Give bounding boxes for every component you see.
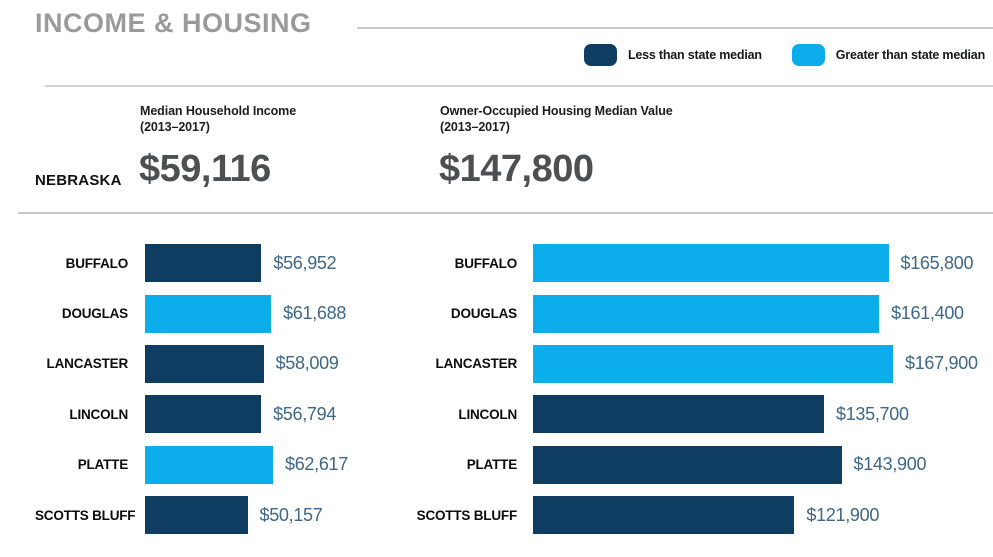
bar-value-label: $58,009	[275, 353, 339, 374]
chart-row: LINCOLN $135,700	[385, 389, 990, 439]
income-header-text: Median Household Income	[140, 104, 297, 118]
legend-swatch-greater-icon	[791, 44, 825, 66]
legend: Less than state median Greater than stat…	[583, 44, 985, 66]
page-title: INCOME & HOUSING	[35, 8, 312, 38]
legend-label-less: Less than state median	[627, 48, 762, 62]
bar-value-label: $161,400	[891, 303, 964, 324]
state-housing-value: $147,800	[439, 148, 594, 190]
bar	[145, 294, 272, 333]
county-label: BUFFALO	[65, 255, 129, 271]
divider-top	[45, 85, 993, 87]
chart-row: PLATTE $62,617	[35, 440, 455, 490]
bar	[145, 344, 264, 383]
bar	[145, 395, 262, 434]
chart-row: BUFFALO $56,952	[35, 238, 455, 288]
title-rule	[357, 27, 993, 29]
legend-label-greater: Greater than state median	[835, 48, 985, 62]
bar-value-label: $62,617	[285, 454, 348, 475]
housing-header-text: Owner-Occupied Housing Median Value	[440, 104, 673, 118]
bar	[533, 294, 880, 333]
chart-row: PLATTE $143,900	[385, 440, 990, 490]
county-label: LINCOLN	[458, 406, 517, 422]
bar	[533, 395, 824, 434]
bar	[145, 496, 248, 535]
bar-value-label: $121,900	[806, 504, 880, 525]
bar	[145, 244, 262, 283]
county-label: SCOTTS BLUFF	[416, 507, 518, 523]
chart-row: LANCASTER $58,009	[35, 339, 455, 389]
legend-item-greater: Greater than state median	[791, 44, 985, 66]
bar	[533, 344, 893, 383]
chart-row: SCOTTS BLUFF $50,157	[35, 490, 455, 540]
state-label: NEBRASKA	[35, 172, 122, 189]
income-bar-chart: BUFFALO $56,952 DOUGLAS $61,688 LANCASTER $58…	[35, 238, 455, 540]
bar	[533, 496, 795, 535]
county-label: PLATTE	[77, 457, 128, 473]
bar-value-label: $56,952	[273, 252, 337, 273]
bar-value-label: $165,800	[900, 252, 974, 273]
county-label: LANCASTER	[46, 356, 129, 372]
housing-bar-chart: BUFFALO $165,800 DOUGLAS $161,400 LANCASTER $…	[385, 238, 990, 540]
county-label: LINCOLN	[69, 406, 128, 422]
legend-swatch-less-icon	[583, 44, 617, 66]
chart-row: LANCASTER $167,900	[385, 339, 990, 389]
county-label: BUFFALO	[454, 255, 518, 271]
bar-value-label: $50,157	[259, 504, 323, 525]
bar-value-label: $143,900	[853, 454, 927, 475]
chart-row: SCOTTS BLUFF $121,900	[385, 490, 990, 540]
bar	[145, 445, 273, 484]
divider-middle	[18, 212, 993, 214]
bar-value-label: $135,700	[836, 403, 909, 424]
bar-value-label: $56,794	[273, 403, 337, 424]
bar-value-label: $61,688	[283, 303, 347, 324]
income-header-period: (2013–2017)	[140, 120, 210, 135]
bar-value-label: $167,900	[905, 353, 978, 374]
bar	[533, 445, 842, 484]
housing-column-header: Owner-Occupied Housing Median Value (201…	[440, 103, 673, 136]
county-label: DOUGLAS	[450, 306, 517, 322]
chart-row: BUFFALO $165,800	[385, 238, 990, 288]
housing-header-period: (2013–2017)	[440, 120, 510, 135]
county-label: DOUGLAS	[61, 306, 128, 322]
state-income-value: $59,116	[139, 148, 271, 190]
chart-row: DOUGLAS $61,688	[35, 288, 455, 338]
chart-row: LINCOLN $56,794	[35, 389, 455, 439]
chart-row: DOUGLAS $161,400	[385, 288, 990, 338]
county-label: LANCASTER	[435, 356, 518, 372]
county-label: PLATTE	[466, 457, 517, 473]
bar	[533, 244, 889, 283]
legend-item-less: Less than state median	[583, 44, 762, 66]
income-column-header: Median Household Income (2013–2017)	[140, 103, 296, 136]
county-label: SCOTTS BLUFF	[35, 507, 136, 523]
